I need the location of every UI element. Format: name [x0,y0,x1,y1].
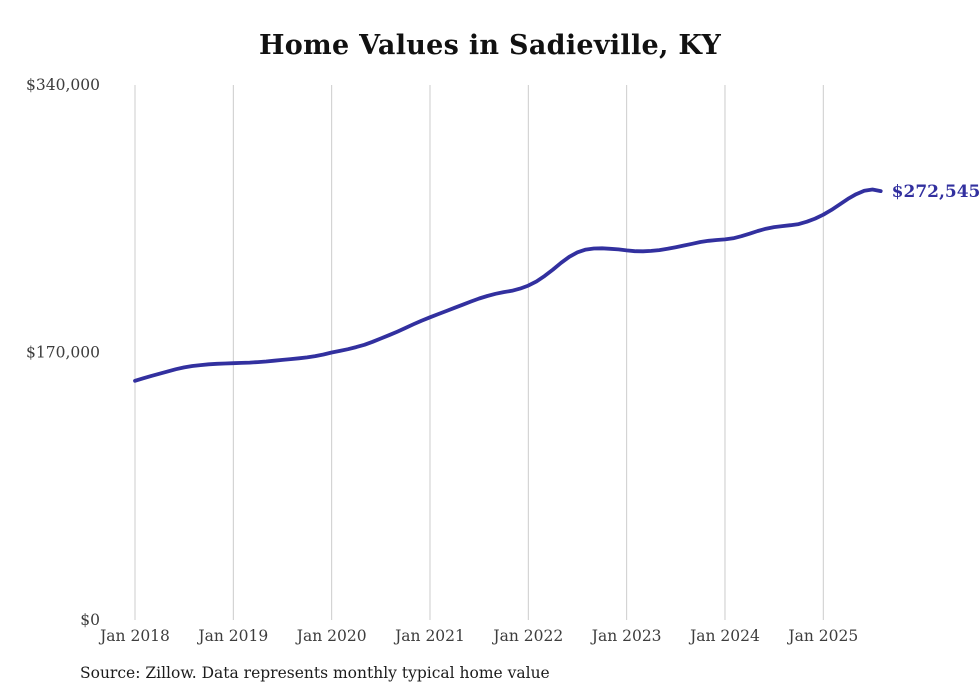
x-tick-label: Jan 2018 [98,627,170,645]
chart-title: Home Values in Sadieville, KY [258,30,722,61]
y-tick-label: $0 [80,611,100,629]
x-tick-label: Jan 2021 [393,627,465,645]
x-tick-label: Jan 2020 [295,627,367,645]
home-value-series-line [133,187,883,383]
source-note: Source: Zillow. Data represents monthly … [80,664,550,682]
y-tick-label: $170,000 [26,344,100,362]
x-tick-label: Jan 2023 [590,627,662,645]
y-tick-label: $340,000 [26,76,100,94]
x-tick-label: Jan 2024 [688,627,760,645]
latest-value-label: $272,545 [892,182,980,202]
x-tick-label: Jan 2019 [196,627,268,645]
x-tick-label: Jan 2025 [786,627,858,645]
x-tick-label: Jan 2022 [491,627,563,645]
